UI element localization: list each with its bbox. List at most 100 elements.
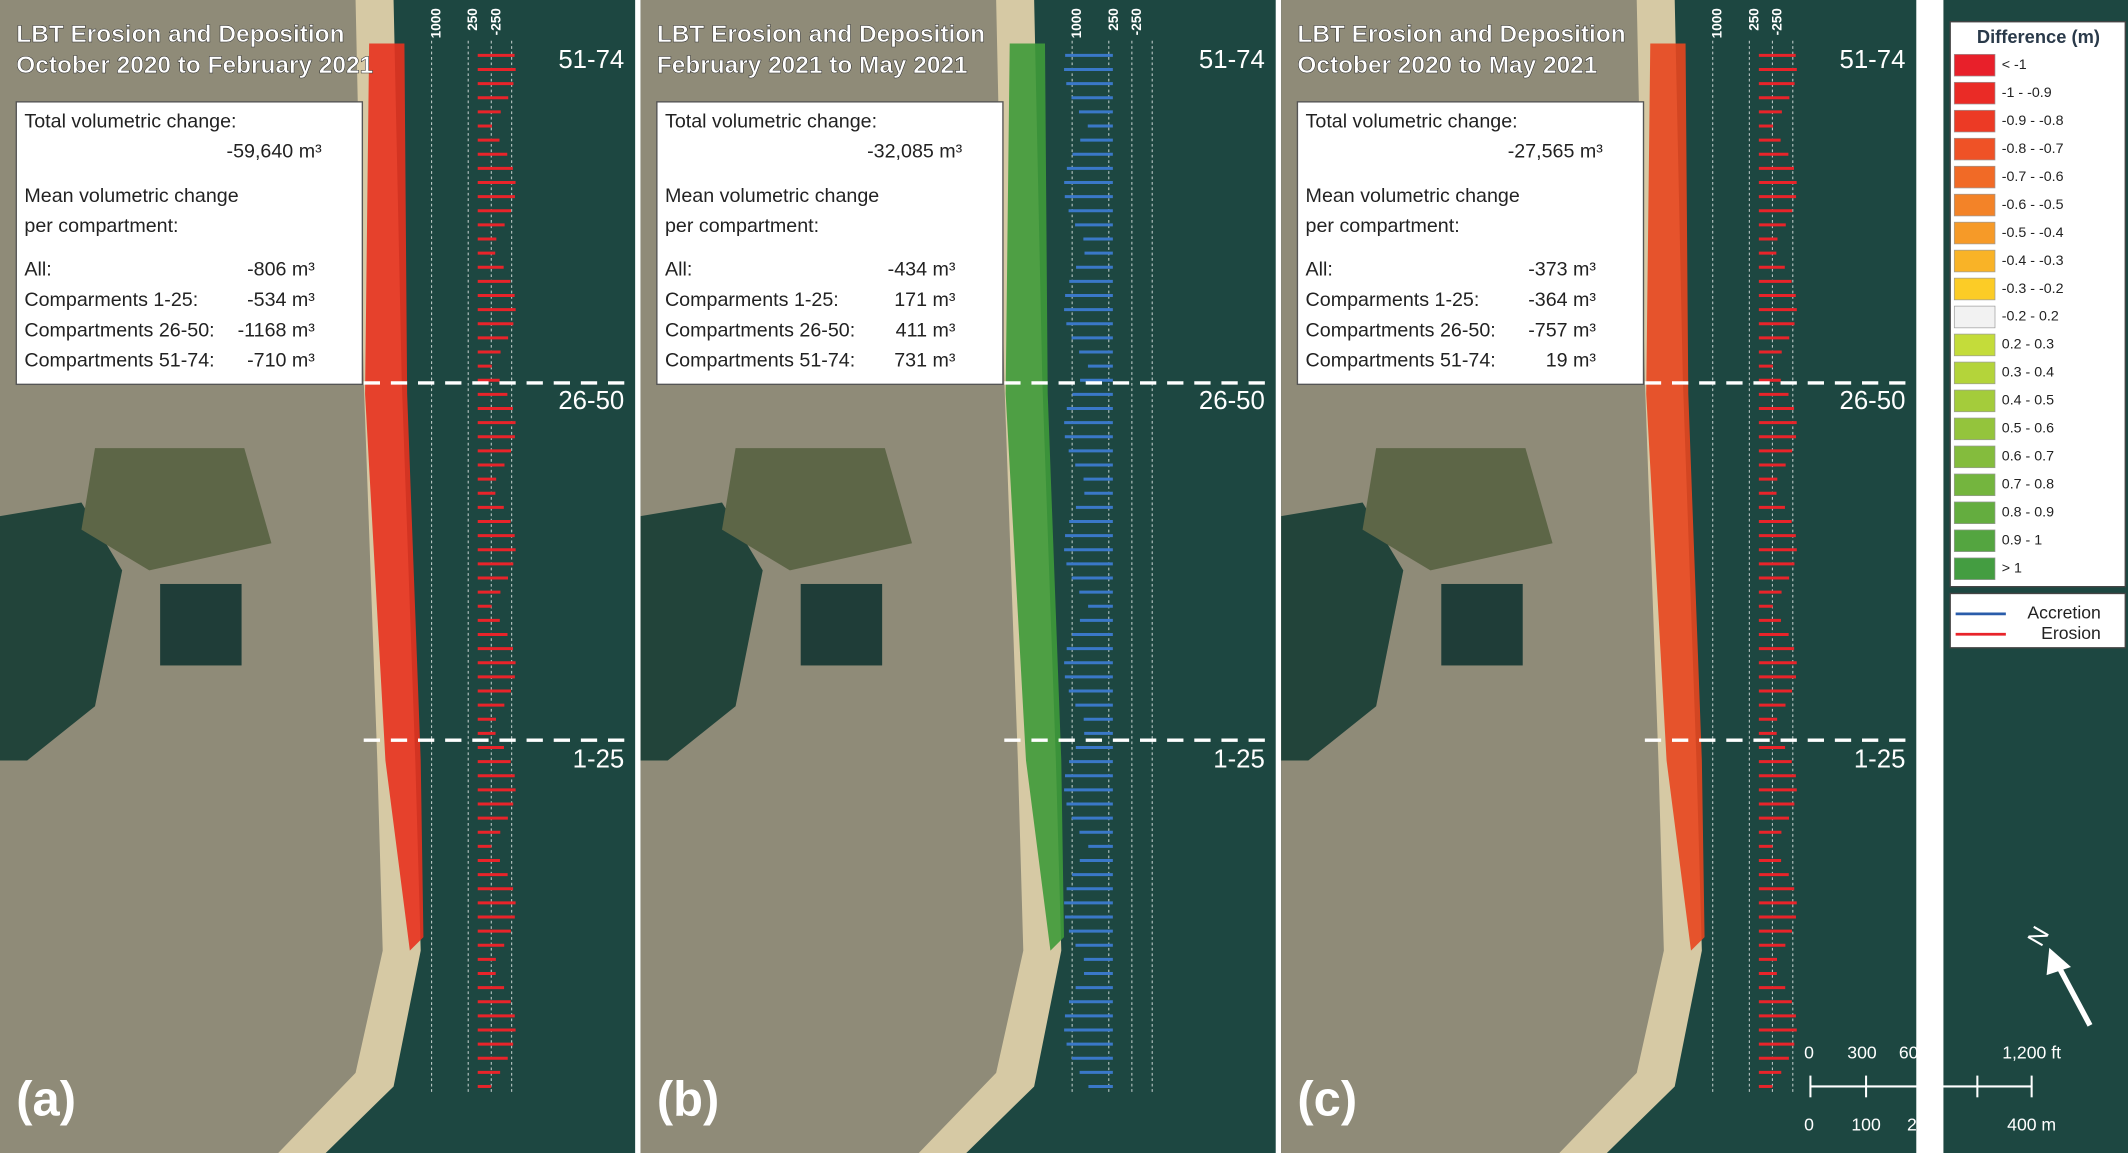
stats-row-label: Comparments 1-25:: [24, 289, 198, 311]
stats-box: [15, 101, 364, 386]
legend-swatch: [1953, 109, 1996, 133]
legend-label: -0.9 - -0.8: [2002, 113, 2064, 129]
legend-swatch: [1953, 501, 1996, 525]
stats-row-label: Compartments 51-74:: [1306, 350, 1496, 372]
compartment-label: 51-74: [558, 46, 624, 74]
compartment-label: 26-50: [1839, 387, 1905, 415]
legend-swatch: [1953, 333, 1996, 357]
legend-swatch: [1953, 361, 1996, 385]
legend-label: 0.5 - 0.6: [2002, 421, 2054, 437]
legend-label: > 1: [2002, 561, 2022, 577]
legend-swatch: [1953, 81, 1996, 105]
panel-letter: (b): [657, 1073, 719, 1127]
scale-m-label: 100: [1851, 1114, 1881, 1134]
stats-total-label: Total volumetric change:: [1306, 110, 1518, 132]
legend-swatch: [1953, 221, 1996, 245]
marsh: [1362, 448, 1553, 571]
panel-title: LBT Erosion and Deposition: [16, 21, 344, 48]
compartment-label: 1-25: [1854, 745, 1906, 773]
marina: [160, 583, 242, 666]
stats-row-label: Compartments 26-50:: [665, 319, 855, 341]
scale-m-label: 400 m: [2007, 1114, 2056, 1134]
legend-swatch: [1953, 53, 1996, 77]
compartment-label: 1-25: [1213, 745, 1265, 773]
legend-swatch: [1953, 277, 1996, 301]
legend-label: -0.5 - -0.4: [2002, 225, 2064, 241]
scale-m-label: 0: [1804, 1114, 1814, 1134]
legend-swatch: [1953, 417, 1996, 441]
change-strip: [1646, 43, 1705, 951]
legend-label: -0.3 - -0.2: [2002, 281, 2064, 297]
legend-swatch: [1953, 445, 1996, 469]
legend-swatch: [1953, 473, 1996, 497]
stats-box: [1296, 101, 1645, 386]
legend-label: 0.4 - 0.5: [2002, 393, 2054, 409]
panel-letter: (a): [16, 1073, 76, 1127]
scale-ft-label: 300: [1847, 1043, 1877, 1063]
marsh: [81, 448, 272, 571]
panel-title: October 2020 to May 2021: [1297, 52, 1597, 79]
axis-label: -250: [1129, 8, 1144, 35]
north-arrowhead: [2046, 947, 2071, 976]
stats-row-value: -757 m³: [1528, 319, 1596, 341]
scale-ft-label: 1,200 ft: [2002, 1043, 2061, 1063]
stats-row-label: Comparments 1-25:: [665, 289, 839, 311]
legend-label: -0.6 - -0.5: [2002, 197, 2064, 213]
legend-label: 0.9 - 1: [2002, 533, 2042, 549]
legend-label: 0.7 - 0.8: [2002, 477, 2054, 493]
stats-row-label: All:: [24, 258, 51, 280]
legend-line-label: Erosion: [2041, 623, 2101, 643]
bay: [640, 502, 763, 761]
panel-title: LBT Erosion and Deposition: [657, 21, 985, 48]
stats-row-label: Compartments 26-50:: [1306, 319, 1496, 341]
stats-row-label: Compartments 26-50:: [24, 319, 214, 341]
legend-label: 0.8 - 0.9: [2002, 505, 2054, 521]
scale-ft-label: 0: [1804, 1043, 1814, 1063]
axis-label: -250: [1769, 8, 1784, 35]
stats-mean-label: per compartment:: [1306, 215, 1460, 237]
stats-row-value: -710 m³: [247, 350, 315, 372]
compartment-label: 26-50: [1199, 387, 1265, 415]
stats-row-value: 19 m³: [1546, 350, 1597, 372]
bay: [1281, 502, 1404, 761]
axis-label: 1000: [1710, 8, 1725, 38]
legend-title: Difference (m): [1977, 26, 2100, 47]
change-strip: [365, 43, 424, 951]
compartment-label: 51-74: [1839, 46, 1905, 74]
stats-row-label: Compartments 51-74:: [24, 350, 214, 372]
panel-title: October 2020 to February 2021: [16, 52, 373, 79]
legend-label: -0.2 - 0.2: [2002, 309, 2059, 325]
panel-title: February 2021 to May 2021: [657, 52, 968, 79]
compartment-label: 51-74: [1199, 46, 1265, 74]
stats-row-value: 411 m³: [896, 319, 956, 341]
stats-row-value: 171 m³: [894, 289, 956, 311]
stats-row-value: -364 m³: [1528, 289, 1596, 311]
stats-total-label: Total volumetric change:: [24, 110, 236, 132]
axis-label: -250: [488, 8, 503, 35]
legend-swatch: [1953, 305, 1996, 329]
bay: [0, 502, 123, 761]
stats-row-value: -534 m³: [247, 289, 315, 311]
legend-label: 0.6 - 0.7: [2002, 449, 2054, 465]
north-arrow: [2055, 962, 2093, 1027]
legend-label: 0.2 - 0.3: [2002, 337, 2054, 353]
axis-label: 250: [1106, 8, 1121, 31]
stats-mean-label: per compartment:: [665, 215, 819, 237]
stats-mean-label: per compartment:: [24, 215, 178, 237]
line-legend-box: [1949, 592, 2126, 649]
panel-letter: (c): [1297, 1073, 1357, 1127]
stats-row-label: All:: [1306, 258, 1333, 280]
legend-line-label: Accretion: [2027, 602, 2100, 622]
stats-row-label: All:: [665, 258, 692, 280]
legend-swatch: [1953, 249, 1996, 273]
legend-label: < -1: [2002, 57, 2027, 73]
stats-total-label: Total volumetric change:: [665, 110, 877, 132]
legend-label: -0.7 - -0.6: [2002, 169, 2064, 185]
scale-ft-label: 600: [1899, 1043, 1929, 1063]
stats-row-value: -434 m³: [888, 258, 956, 280]
legend-swatch: [1953, 137, 1996, 161]
